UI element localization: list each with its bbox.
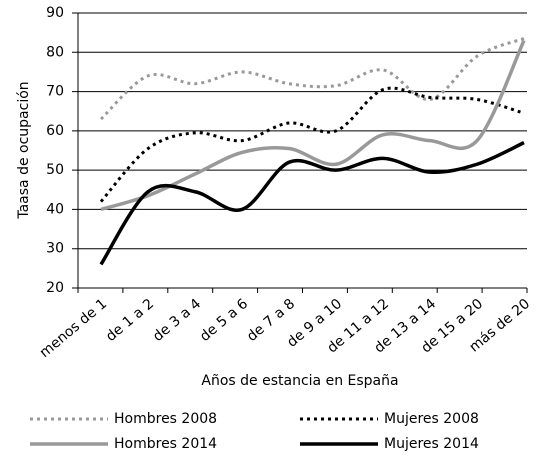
x-tick-label: de 5 a 6: [197, 296, 251, 345]
y-tick-label: 70: [46, 84, 64, 100]
y-tick-label: 30: [46, 241, 64, 257]
legend-label: Hombres 2014: [114, 436, 217, 452]
y-axis-title: Taasa de ocupación: [16, 81, 32, 219]
y-tick-label: 20: [46, 280, 64, 296]
x-tick-label: de 1 a 2: [103, 296, 157, 345]
y-tick-label: 40: [46, 201, 64, 217]
legend-label: Hombres 2008: [114, 411, 217, 427]
y-tick-label: 50: [46, 162, 64, 178]
legend-label: Mujeres 2014: [384, 436, 479, 452]
y-tick-label: 90: [46, 5, 64, 21]
y-tick-label: 60: [46, 123, 64, 139]
series-line: [100, 39, 526, 212]
series-line: [99, 86, 525, 203]
series-line: [99, 141, 525, 266]
y-tick-label: 80: [46, 44, 64, 60]
x-tick-label: de 3 a 4: [150, 296, 204, 345]
x-axis-title: Años de estancia en España: [201, 373, 398, 389]
series-line: [99, 37, 525, 121]
legend-label: Mujeres 2008: [384, 411, 479, 427]
x-tick-label: menos de 1: [37, 296, 110, 361]
